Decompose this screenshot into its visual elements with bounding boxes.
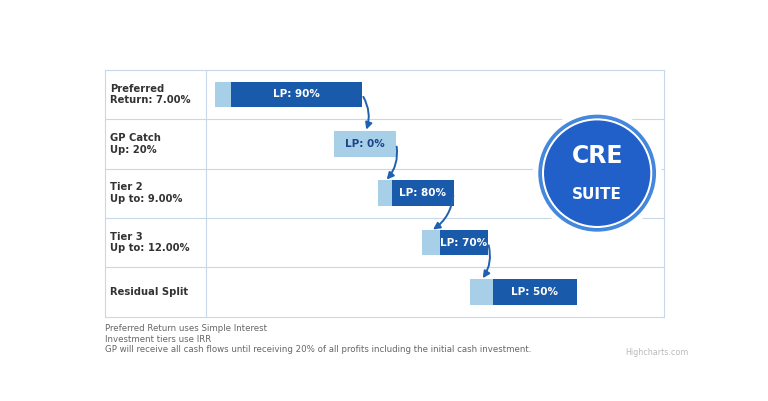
- Text: Tier 2
Up to: 9.00%: Tier 2 Up to: 9.00%: [110, 182, 182, 204]
- Text: LP: 80%: LP: 80%: [399, 188, 446, 198]
- Text: Tier 3
Up to: 12.00%: Tier 3 Up to: 12.00%: [110, 232, 190, 253]
- Bar: [378, 180, 392, 206]
- Text: LP: 50%: LP: 50%: [511, 287, 558, 297]
- Text: GP will receive all cash flows until receiving 20% of all profits including the : GP will receive all cash flows until rec…: [105, 345, 531, 354]
- Bar: [231, 81, 362, 107]
- Bar: [422, 230, 440, 255]
- Text: LP: 0%: LP: 0%: [346, 139, 386, 149]
- Bar: [215, 81, 231, 107]
- Bar: [470, 279, 492, 305]
- Text: Residual Split: Residual Split: [110, 287, 188, 297]
- Bar: [492, 279, 578, 305]
- Ellipse shape: [534, 110, 660, 237]
- Bar: [440, 230, 488, 255]
- Text: Preferred Return uses Simple Interest: Preferred Return uses Simple Interest: [105, 324, 267, 334]
- Text: GP Catch
Up: 20%: GP Catch Up: 20%: [110, 133, 161, 155]
- Bar: [334, 131, 396, 157]
- Text: Investment tiers use IRR: Investment tiers use IRR: [105, 335, 211, 344]
- Text: CRE: CRE: [571, 144, 623, 168]
- Text: SUITE: SUITE: [572, 187, 622, 202]
- Text: LP: 90%: LP: 90%: [273, 89, 320, 99]
- Text: Highcharts.com: Highcharts.com: [625, 348, 688, 357]
- Text: Preferred
Return: 7.00%: Preferred Return: 7.00%: [110, 84, 190, 105]
- Text: LP: 70%: LP: 70%: [440, 238, 488, 248]
- Bar: [392, 180, 454, 206]
- Ellipse shape: [540, 116, 654, 230]
